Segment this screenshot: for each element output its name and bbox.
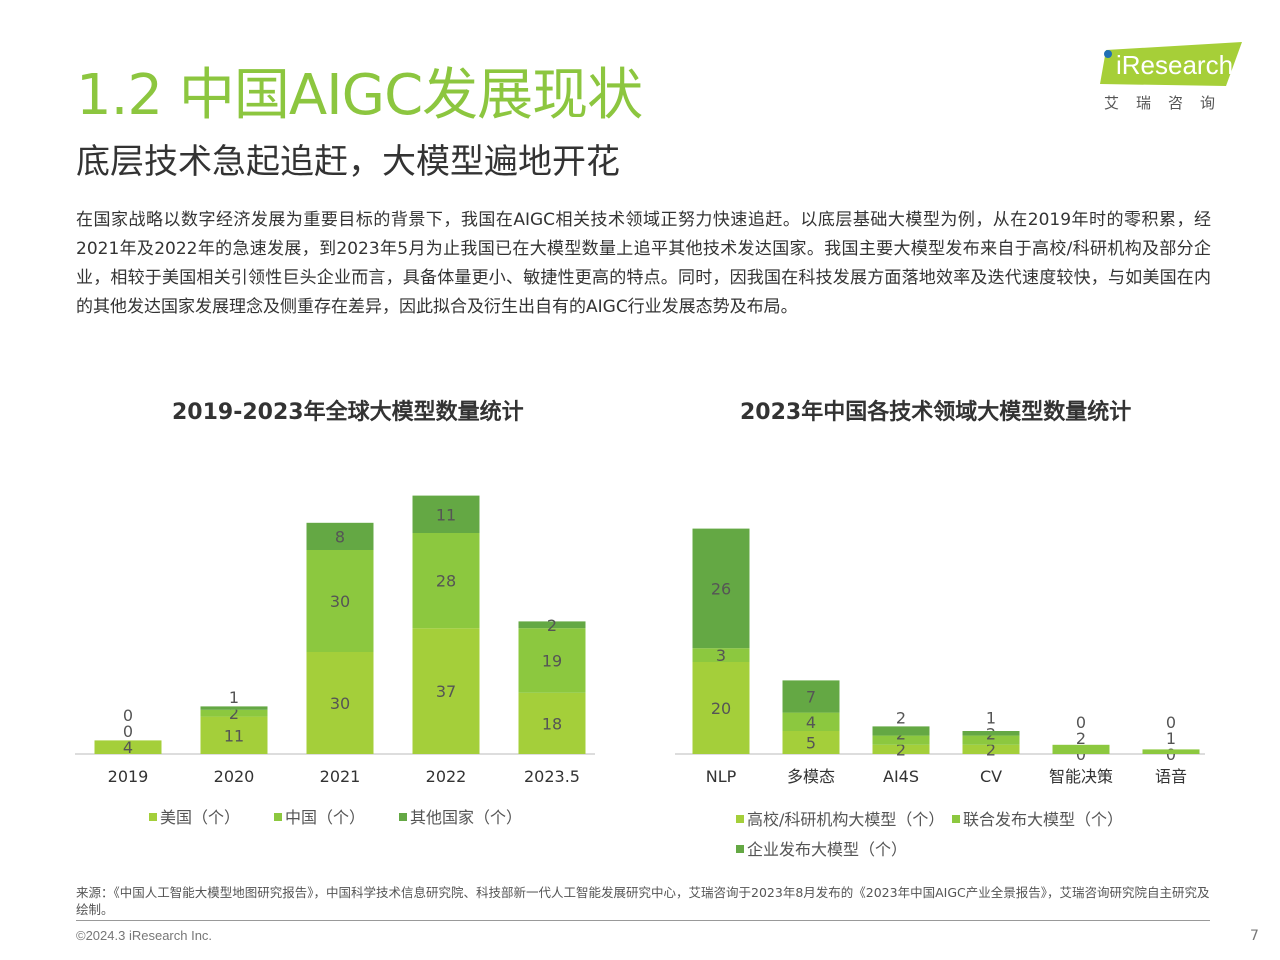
logo-wordmark: iResearch (1116, 50, 1234, 80)
legend-swatch (736, 845, 744, 853)
x-tick-label: 2021 (320, 767, 361, 786)
bar-value-label: 0 (123, 722, 133, 741)
bar-value-label: 8 (335, 527, 345, 546)
legend-label: 高校/科研机构大模型（个） (747, 810, 944, 829)
bar-value-label: 0 (1166, 745, 1176, 764)
legend-label: 联合发布大模型（个） (963, 810, 1123, 829)
legend-label: 美国（个） (160, 808, 240, 827)
bar-value-label: 0 (1076, 745, 1086, 764)
bar-value-label: 4 (123, 738, 133, 757)
bar-value-label: 2 (547, 616, 557, 635)
x-tick-label: 语音 (1155, 767, 1187, 786)
bar-value-label: 11 (436, 505, 456, 524)
legend-swatch (399, 813, 407, 821)
logo-badge-icon (1100, 42, 1242, 86)
bar-3 (412, 495, 480, 533)
bar-2 (412, 533, 480, 629)
legend-label: 其他国家（个） (410, 808, 522, 827)
bar-1 (306, 652, 374, 754)
bar-3 (962, 731, 1020, 736)
bar-value-label: 20 (711, 699, 731, 718)
bar-value-label: 26 (711, 579, 731, 598)
legend-swatch (274, 813, 282, 821)
bar-value-label: 18 (542, 714, 562, 733)
page-subtitle: 底层技术急起追赶，大模型遍地开花 (76, 142, 620, 182)
bar-3 (200, 706, 268, 710)
bar-value-label: 7 (806, 688, 816, 707)
bar-value-label: 11 (224, 726, 244, 745)
page-number: 7 (1250, 928, 1259, 944)
bar-3 (692, 528, 750, 649)
bar-1 (94, 740, 162, 754)
bar-value-label: 2 (229, 704, 239, 723)
source-note: 来源：《中国人工智能大模型地图研究报告》，中国科学技术信息研究院、科技部新一代人… (76, 885, 1210, 917)
bar-value-label: 0 (1076, 713, 1086, 732)
iresearch-logo: iResearch 艾瑞咨询 (1100, 42, 1250, 122)
bar-2 (518, 628, 586, 693)
chart-china-domains: 20326NLP547多模态222AI4S221CV020智能决策010语音高校… (675, 528, 1205, 859)
bar-1 (518, 692, 586, 754)
bar-2 (872, 735, 930, 745)
legend-swatch (952, 815, 960, 823)
intro-paragraph: 在国家战略以数字经济发展为重要目标的背景下，我国在AIGC相关技术领域正努力快速… (76, 210, 1211, 317)
bar-value-label: 1 (986, 708, 996, 727)
legend-swatch (736, 815, 744, 823)
bar-value-label: 0 (1166, 713, 1176, 732)
x-tick-label: 智能决策 (1049, 767, 1113, 786)
bar-1 (872, 744, 930, 754)
bar-3 (306, 522, 374, 550)
chart1-title: 2019-2023年全球大模型数量统计 (172, 400, 524, 425)
bar-value-label: 1 (1166, 729, 1176, 748)
x-tick-label: AI4S (883, 767, 919, 786)
bar-3 (872, 726, 930, 736)
bar-value-label: 4 (806, 713, 816, 732)
bar-2 (1052, 744, 1110, 754)
bar-value-label: 2 (986, 740, 996, 759)
x-tick-label: 2023.5 (524, 767, 580, 786)
bar-value-label: 3 (716, 646, 726, 665)
bar-1 (412, 628, 480, 754)
bar-value-label: 2 (896, 740, 906, 759)
bar-2 (782, 712, 840, 731)
legend-label: 企业发布大模型（个） (747, 840, 907, 859)
bar-value-label: 28 (436, 572, 456, 591)
bar-value-label: 37 (436, 682, 456, 701)
bar-value-label: 2 (896, 708, 906, 727)
bar-3 (782, 680, 840, 713)
legend-swatch (149, 813, 157, 821)
x-tick-label: NLP (706, 767, 737, 786)
bar-3 (518, 621, 586, 629)
x-tick-label: 2020 (214, 767, 255, 786)
bar-2 (1142, 749, 1200, 754)
chart-global-models: 4002019112120203030820213728112022181922… (75, 495, 595, 827)
bar-value-label: 19 (542, 652, 562, 671)
legend-label: 中国（个） (285, 808, 365, 827)
bar-1 (692, 662, 750, 754)
x-tick-label: 2019 (108, 767, 149, 786)
chart2-title: 2023年中国各技术领域大模型数量统计 (740, 400, 1132, 425)
x-tick-label: CV (980, 767, 1002, 786)
copyright: ©2024.3 iResearch Inc. (76, 928, 213, 943)
bar-2 (692, 648, 750, 662)
bar-1 (962, 744, 1020, 754)
x-tick-label: 2022 (426, 767, 467, 786)
bar-value-label: 30 (330, 694, 350, 713)
bar-value-label: 5 (806, 734, 816, 753)
page-title: 1.2 中国AIGC发展现状 (76, 63, 643, 128)
footer-divider (76, 920, 1210, 921)
bar-value-label: 2 (1076, 729, 1086, 748)
bar-1 (200, 716, 268, 754)
logo-subtext: 艾瑞咨询 (1104, 94, 1233, 112)
bar-value-label: 30 (330, 592, 350, 611)
bar-2 (306, 550, 374, 652)
bar-1 (782, 731, 840, 754)
bar-value-label: 1 (229, 688, 239, 707)
bar-2 (200, 709, 268, 717)
bar-2 (962, 735, 1020, 745)
x-tick-label: 多模态 (787, 767, 835, 786)
bar-value-label: 0 (123, 706, 133, 725)
